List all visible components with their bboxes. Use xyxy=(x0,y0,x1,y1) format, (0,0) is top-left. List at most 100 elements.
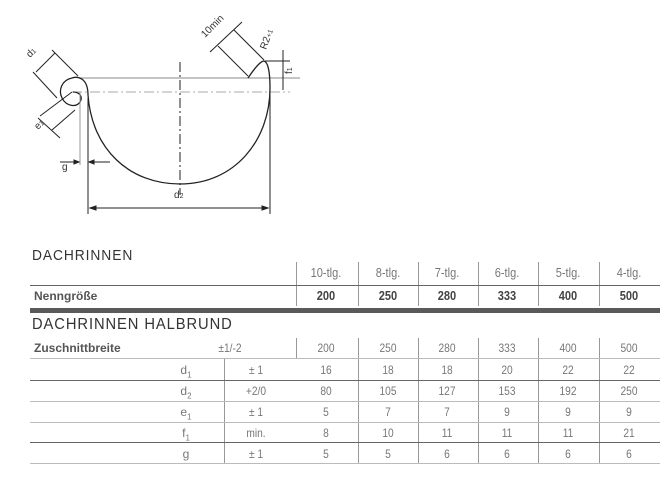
tolerance: ±1/-2 xyxy=(218,341,242,355)
table-cell: 250 xyxy=(620,384,638,398)
table-cell: 18 xyxy=(441,363,453,377)
tolerance: ± 1 xyxy=(248,405,264,419)
table-cell: 20 xyxy=(501,363,513,377)
table-cell: 127 xyxy=(438,384,456,398)
column-header: 5-tlg. xyxy=(555,265,581,280)
row-rule xyxy=(30,358,660,359)
column-divider xyxy=(478,358,479,463)
table-cell: 6 xyxy=(626,447,632,461)
column-divider xyxy=(296,338,297,358)
column-divider xyxy=(224,358,225,463)
table-cell: 8 xyxy=(323,426,329,440)
d1-dimension-line xyxy=(35,52,56,73)
row-rule xyxy=(30,422,660,423)
symbol: d xyxy=(180,363,188,377)
symbol: e xyxy=(180,405,188,419)
table-cell: 6 xyxy=(444,447,450,461)
header-rule xyxy=(30,285,660,286)
nenngroesse-value: 250 xyxy=(378,288,398,303)
column-divider xyxy=(538,358,539,463)
ten-min-label: 10min xyxy=(199,13,226,40)
column-header: 4-tlg. xyxy=(616,265,642,280)
row-rule xyxy=(30,442,660,443)
gutter-cross-section-diagram: d1 e1 g d2 10min R2+1 f1 xyxy=(24,13,300,214)
column-divider xyxy=(599,262,600,306)
table-cell: 5 xyxy=(323,447,329,461)
table2-title: DACHRINNEN HALBRUND xyxy=(32,316,233,333)
d1-label: d1 xyxy=(24,46,39,61)
table-cell: 80 xyxy=(320,384,332,398)
table1-title: DACHRINNEN xyxy=(32,247,134,264)
tolerance: +2/0 xyxy=(245,384,267,398)
column-divider xyxy=(418,338,419,358)
table-cell: 6 xyxy=(565,447,571,461)
e1-extension-1 xyxy=(39,91,73,117)
d2-arrows xyxy=(88,205,270,211)
symbol-subscript: 1 xyxy=(185,433,190,443)
column-divider xyxy=(478,338,479,358)
f1-label: f1 xyxy=(284,67,295,74)
nenngroesse-value: 200 xyxy=(316,288,336,303)
row-label-symbol: d1 xyxy=(176,363,196,379)
nenngroesse-value: 400 xyxy=(558,288,578,303)
column-divider xyxy=(418,262,419,306)
column-header: 6-tlg. xyxy=(494,265,520,280)
tolerance: min. xyxy=(246,426,266,440)
column-divider xyxy=(599,338,600,358)
ten-min-dimension-line xyxy=(209,21,243,53)
table-cell: 18 xyxy=(382,363,394,377)
table-cell: 250 xyxy=(379,341,397,355)
radius-label: R2+1 xyxy=(258,28,275,51)
nenngroesse-value: 500 xyxy=(619,288,639,303)
table-cell: 9 xyxy=(504,405,510,419)
table-cell: 11 xyxy=(501,426,513,440)
tolerance: ± 1 xyxy=(248,447,264,461)
column-header: 10-tlg. xyxy=(310,265,342,280)
row-label-zuschnittbreite: Zuschnittbreite xyxy=(34,341,121,355)
column-divider xyxy=(418,358,419,463)
table-cell: 105 xyxy=(379,384,397,398)
bead-shape xyxy=(59,76,89,107)
table-cell: 22 xyxy=(623,363,635,377)
table-cell: 10 xyxy=(382,426,394,440)
column-header: 7-tlg. xyxy=(434,265,460,280)
column-divider xyxy=(358,358,359,463)
d1-extension-1 xyxy=(32,71,58,99)
g-label: g xyxy=(62,162,68,173)
symbol: f xyxy=(182,426,186,440)
ten-min-extension-1 xyxy=(217,45,249,77)
table-cell: 16 xyxy=(320,363,332,377)
table-cell: 400 xyxy=(559,341,577,355)
gutter-profile xyxy=(87,60,271,185)
symbol: d xyxy=(180,384,188,398)
table-cell: 200 xyxy=(317,341,335,355)
ten-min-extension-2 xyxy=(233,29,265,61)
table-cell: 7 xyxy=(385,405,391,419)
row-label-nenngroesse: Nenngröße xyxy=(34,289,98,303)
e1-dimension-line xyxy=(37,117,61,139)
table-cell: 333 xyxy=(498,341,516,355)
table-cell: 500 xyxy=(620,341,638,355)
table-cell: 153 xyxy=(498,384,516,398)
table-cell: 9 xyxy=(626,405,632,419)
table-cell: 11 xyxy=(562,426,574,440)
column-divider xyxy=(599,358,600,463)
table-cell: 21 xyxy=(623,426,635,440)
e1-extension-2 xyxy=(51,109,76,131)
table-cell: 11 xyxy=(441,426,453,440)
table-cell: 6 xyxy=(504,447,510,461)
column-divider xyxy=(358,262,359,306)
table-cell: 7 xyxy=(444,405,450,419)
table-cell: 280 xyxy=(438,341,456,355)
column-divider xyxy=(358,338,359,358)
column-divider xyxy=(538,262,539,306)
row-label-symbol: g xyxy=(176,447,196,463)
column-divider xyxy=(478,262,479,306)
table-cell: 5 xyxy=(323,405,329,419)
d2-label: d2 xyxy=(174,190,184,201)
table-cell: 22 xyxy=(562,363,574,377)
row-rule xyxy=(30,380,660,381)
row-rule xyxy=(30,401,660,402)
d1-extension-2 xyxy=(51,49,79,77)
